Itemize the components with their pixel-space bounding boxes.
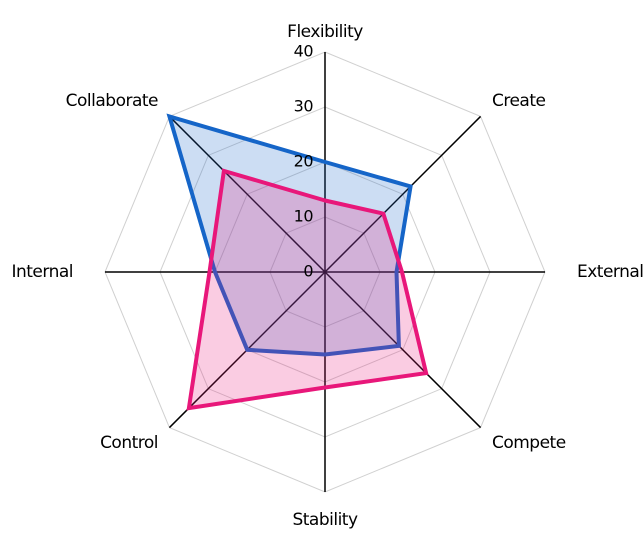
axis-line bbox=[168, 115, 326, 273]
axis-line bbox=[324, 271, 482, 429]
category-label: Collaborate bbox=[66, 91, 158, 111]
tick-label: 0 bbox=[303, 262, 313, 281]
tick-label: 40 bbox=[294, 42, 314, 61]
tick-label: 10 bbox=[294, 207, 314, 226]
axis-line bbox=[324, 115, 482, 273]
series-line bbox=[186, 168, 429, 411]
tick-label: 30 bbox=[294, 97, 314, 116]
category-label: Control bbox=[100, 433, 158, 453]
category-label: External bbox=[577, 262, 643, 282]
category-label: Flexibility bbox=[287, 22, 363, 42]
series-area bbox=[169, 116, 411, 355]
series-line bbox=[166, 113, 413, 357]
category-label: Stability bbox=[292, 510, 358, 530]
category-label: Internal bbox=[11, 262, 73, 282]
category-label: Compete bbox=[492, 433, 566, 453]
tick-label: 20 bbox=[294, 152, 314, 171]
category-label: Create bbox=[492, 91, 546, 111]
series-area bbox=[188, 170, 427, 409]
